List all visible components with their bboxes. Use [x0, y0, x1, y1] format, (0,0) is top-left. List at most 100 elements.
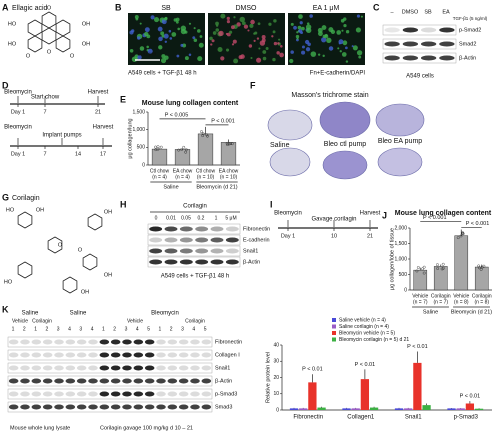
cell — [300, 31, 304, 35]
x-tick-label: Ctl chow — [196, 168, 216, 174]
band — [156, 365, 166, 371]
blot-frame — [7, 336, 213, 348]
band — [420, 41, 437, 47]
cell — [290, 50, 294, 54]
tissue-section — [322, 150, 368, 180]
cell — [147, 48, 153, 54]
cell — [233, 16, 236, 19]
band — [420, 55, 437, 61]
band — [88, 404, 98, 410]
cell — [232, 39, 237, 44]
label: Corilagin — [12, 195, 40, 202]
section-label: Bleo EA pump — [378, 138, 422, 145]
band — [133, 404, 144, 410]
row-label: Smad2 — [459, 41, 476, 47]
row-label: β-Actin — [459, 55, 476, 61]
bar — [433, 266, 448, 291]
atom-label: OH — [81, 289, 89, 295]
band — [76, 352, 87, 358]
cell — [248, 44, 253, 48]
x-tick-label: Collagen1 — [347, 415, 375, 421]
band — [110, 404, 121, 410]
point — [182, 145, 186, 149]
bar — [465, 403, 475, 410]
band — [76, 339, 87, 345]
band — [8, 391, 19, 397]
cell — [256, 57, 262, 63]
band — [201, 352, 212, 358]
cell — [197, 56, 203, 62]
point — [482, 264, 486, 268]
bar — [456, 408, 465, 410]
point — [184, 148, 188, 152]
day-label: 14 — [75, 151, 81, 157]
group-label: Saline — [70, 311, 87, 317]
band — [164, 226, 178, 232]
band — [225, 237, 239, 243]
x-tick-label: Vehicle — [453, 293, 469, 299]
band — [20, 365, 30, 371]
point — [477, 266, 481, 270]
band — [65, 378, 76, 384]
cell — [250, 19, 255, 25]
band — [76, 365, 87, 371]
cell — [212, 31, 217, 35]
cell — [341, 52, 347, 57]
bar — [197, 133, 214, 166]
y-tick-label: 0 — [404, 287, 407, 293]
point — [422, 265, 426, 269]
cell — [158, 45, 163, 50]
x-tick-label: Corilagin — [431, 293, 451, 299]
band — [8, 378, 19, 384]
bar — [174, 149, 191, 166]
band — [99, 378, 110, 384]
label: A — [2, 2, 9, 12]
subgroup-label: Vehicle — [127, 318, 143, 324]
band — [20, 404, 30, 410]
cell — [298, 14, 303, 19]
dose-label: 0.2 — [198, 215, 205, 221]
blot-frame — [7, 375, 213, 387]
section-label: Bleo ctl pump — [324, 141, 367, 148]
band — [144, 404, 155, 410]
band — [42, 391, 53, 397]
cell — [231, 43, 235, 46]
band — [54, 404, 64, 410]
band — [149, 259, 163, 265]
point — [459, 234, 463, 238]
band — [8, 365, 19, 371]
lane-label: 4 — [91, 326, 94, 332]
cell — [144, 31, 149, 37]
band — [384, 41, 400, 47]
band — [42, 352, 53, 358]
p-value: P < 0.01 — [355, 362, 376, 368]
atom-label: O — [26, 53, 31, 59]
band — [8, 404, 19, 410]
event-label: Bleomycin — [274, 211, 302, 217]
blot-frame — [382, 24, 457, 36]
blot-frame — [382, 38, 457, 50]
blot-frame — [147, 245, 241, 257]
cell — [256, 37, 260, 40]
cell — [342, 40, 348, 46]
cell — [328, 27, 334, 33]
bar — [317, 407, 326, 410]
day-label: Day 1 — [281, 233, 295, 239]
point — [230, 142, 234, 146]
cell — [336, 30, 342, 35]
band — [178, 339, 189, 345]
band — [201, 391, 212, 397]
band — [88, 352, 98, 358]
dose-label: 0.01 — [166, 215, 176, 221]
n-label: (n = 8) — [474, 299, 489, 305]
cell — [343, 23, 347, 28]
band — [88, 365, 98, 371]
lane-label: EA — [442, 9, 450, 15]
band — [76, 391, 87, 397]
band — [402, 41, 419, 47]
band — [110, 352, 121, 358]
point — [456, 236, 460, 240]
x-tick-label: p-Smad3 — [454, 415, 479, 421]
band — [164, 248, 178, 254]
bar — [474, 408, 484, 410]
